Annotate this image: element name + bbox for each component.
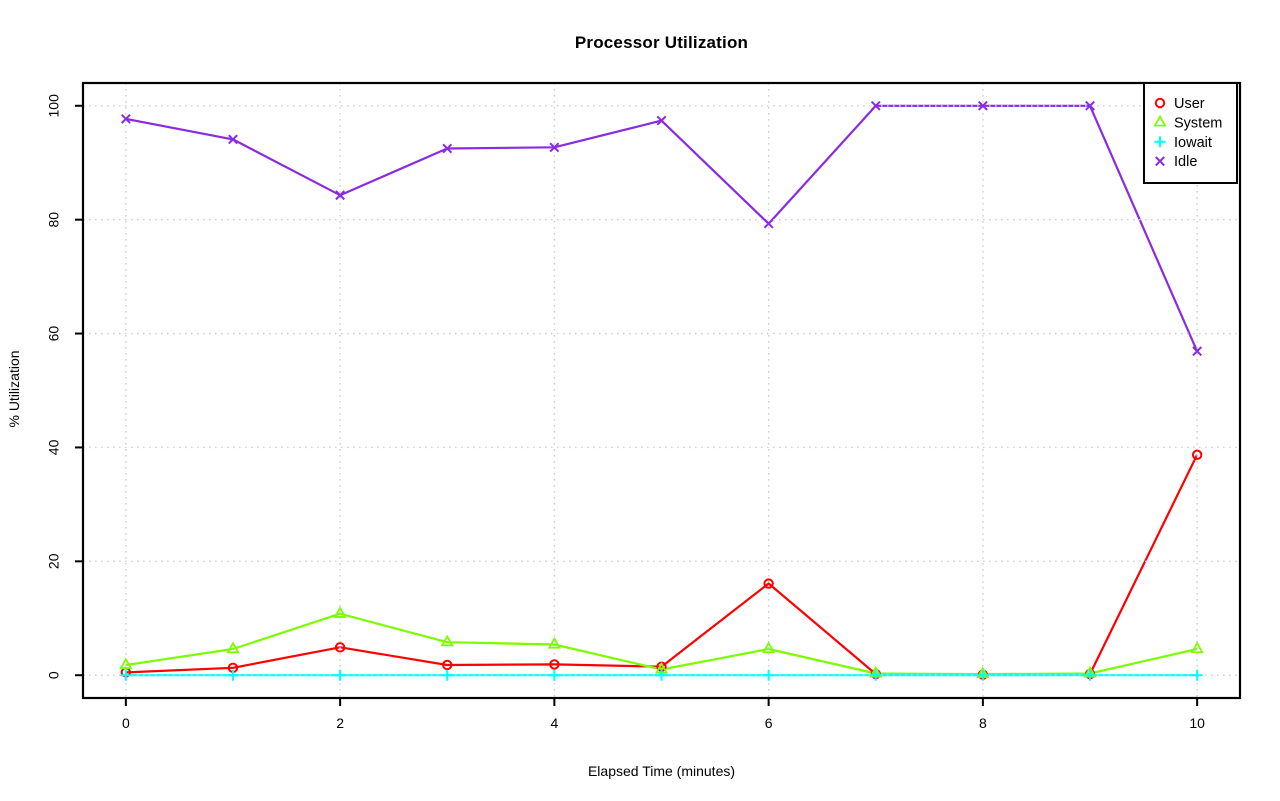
iowait-marker bbox=[334, 669, 346, 681]
iowait-marker bbox=[441, 669, 453, 681]
y-tick-label: 80 bbox=[46, 212, 62, 228]
legend-marker-iowait bbox=[1154, 136, 1166, 148]
idle-marker bbox=[870, 100, 881, 111]
idle-marker bbox=[228, 134, 238, 145]
legend-marker-idle bbox=[1155, 156, 1165, 167]
iowait-marker bbox=[870, 669, 882, 681]
user-marker bbox=[763, 578, 774, 589]
system-marker bbox=[333, 606, 347, 618]
legend-marker-user bbox=[1154, 97, 1166, 109]
system-marker bbox=[761, 641, 776, 654]
iowait-marker bbox=[548, 669, 560, 681]
legend-label-system: System bbox=[1174, 115, 1222, 131]
iowait-marker bbox=[1084, 669, 1096, 681]
system-marker bbox=[440, 634, 454, 647]
y-tick-label: 40 bbox=[46, 439, 62, 455]
idle-marker bbox=[335, 190, 346, 201]
iowait-marker bbox=[120, 669, 132, 681]
system-line bbox=[125, 612, 1198, 676]
y-tick-label: 60 bbox=[46, 326, 62, 342]
system-marker bbox=[547, 636, 562, 649]
user-marker bbox=[334, 642, 346, 653]
idle-marker bbox=[656, 115, 667, 126]
idle-marker bbox=[1192, 346, 1203, 357]
user-marker bbox=[442, 659, 453, 671]
x-tick-label: 0 bbox=[122, 715, 130, 731]
x-axis-label: Elapsed Time (minutes) bbox=[587, 763, 736, 779]
legend-label-idle: Idle bbox=[1174, 154, 1197, 170]
idle-marker bbox=[1085, 100, 1095, 111]
plot-border bbox=[81, 81, 1242, 700]
legend-label-iowait: Iowait bbox=[1174, 135, 1212, 151]
y-axis-label: % Utilization bbox=[6, 350, 22, 428]
iowait-marker bbox=[977, 669, 989, 681]
x-tick-label: 4 bbox=[550, 715, 558, 731]
x-tick-label: 2 bbox=[336, 715, 344, 731]
iowait-marker bbox=[1191, 669, 1203, 681]
idle-marker bbox=[120, 113, 131, 124]
iowait-marker bbox=[656, 669, 667, 681]
y-tick-label: 100 bbox=[46, 94, 62, 118]
legend-marker-system bbox=[1153, 114, 1167, 127]
x-tick-label: 10 bbox=[1189, 715, 1205, 731]
idle-line bbox=[125, 104, 1199, 352]
y-tick-label: 20 bbox=[46, 553, 62, 569]
iowait-marker bbox=[763, 669, 775, 681]
idle-marker bbox=[549, 142, 560, 153]
chart-title: Processor Utilization bbox=[574, 33, 749, 52]
user-marker bbox=[549, 659, 560, 670]
user-marker bbox=[1191, 449, 1203, 461]
x-tick-label: 6 bbox=[765, 715, 773, 731]
y-tick-label: 0 bbox=[46, 671, 62, 679]
system-marker bbox=[1190, 641, 1204, 654]
x-tick-label: 8 bbox=[979, 715, 987, 731]
idle-marker bbox=[442, 143, 453, 154]
user-line bbox=[125, 454, 1199, 676]
system-marker bbox=[119, 657, 133, 670]
iowait-marker bbox=[227, 669, 239, 681]
idle-marker bbox=[977, 100, 988, 111]
system-marker bbox=[226, 641, 240, 654]
legend-label-user: User bbox=[1174, 96, 1205, 112]
idle-marker bbox=[763, 218, 774, 229]
